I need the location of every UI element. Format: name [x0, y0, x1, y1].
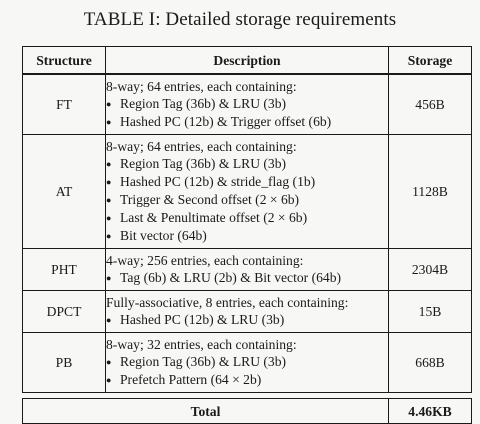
storage-cell: 668B [388, 332, 472, 393]
table-row: PB 8-way; 32 entries, each containing: ● Re… [22, 332, 472, 393]
description-cell: 8-way; 64 entries, each containing: ● Regi… [105, 134, 389, 249]
description-line: ● Trigger & Second offset (2 × 6b) [106, 191, 388, 209]
description-cell: 4-way; 256 entries, each containing: ● Tag… [105, 248, 389, 291]
structure-cell: PB [22, 332, 106, 393]
description-text: Prefetch Pattern (64 × 2b) [120, 372, 262, 387]
description-cell: 8-way; 64 entries, each containing: ● Regi… [105, 73, 389, 135]
description-line: 8-way; 64 entries, each containing: [106, 138, 388, 155]
description-line: ● Hashed PC (12b) & Trigger offset (6b) [106, 113, 388, 131]
bullet-icon: ● [106, 159, 112, 169]
description-cell: Fully-associative, 8 entries, each conta… [105, 290, 389, 333]
bullet-icon: ● [106, 375, 112, 385]
bullet-icon: ● [106, 195, 112, 205]
table-row: FT 8-way; 64 entries, each containing: ● Re… [22, 73, 472, 135]
description-line: ● Bit vector (64b) [106, 227, 388, 245]
description-text: 4-way; 256 entries, each containing: [106, 253, 304, 268]
structure-cell: AT [22, 134, 106, 249]
description-text: 8-way; 32 entries, each containing: [106, 337, 297, 352]
description-text: Region Tag (36b) & LRU (3b) [120, 96, 287, 111]
bullet-icon: ● [106, 177, 112, 187]
storage-cell: 1128B [388, 134, 472, 249]
bullet-icon: ● [106, 213, 112, 223]
description-line: ● Region Tag (36b) & LRU (3b) [106, 353, 388, 371]
description-text: Hashed PC (12b) & LRU (3b) [120, 312, 285, 327]
description-text: Fully-associative, 8 entries, each conta… [106, 295, 349, 310]
storage-cell: 15B [388, 290, 472, 333]
bullet-icon: ● [106, 231, 112, 241]
description-line: ● Prefetch Pattern (64 × 2b) [106, 371, 388, 389]
total-label: Total [22, 398, 389, 424]
structure-cell: FT [22, 73, 106, 135]
table-caption: TABLE I: Detailed storage requirements [83, 9, 397, 30]
table-header-row: Structure Description Storage [22, 46, 472, 75]
total-row: Total 4.46KB [22, 398, 472, 424]
description-line: ● Last & Penultimate offset (2 × 6b) [106, 209, 388, 227]
storage-cell: 456B [388, 73, 472, 135]
structure-cell: DPCT [22, 290, 106, 333]
description-cell: 8-way; 32 entries, each containing: ● Regi… [105, 332, 389, 393]
storage-table: Structure Description Storage FT 8-way; 6… [22, 46, 472, 424]
description-text: Region Tag (36b) & LRU (3b) [120, 156, 287, 171]
header-description: Description [105, 46, 389, 75]
total-value: 4.46KB [388, 398, 472, 424]
description-line: 8-way; 32 entries, each containing: [106, 336, 388, 353]
table-row: PHT 4-way; 256 entries, each containing: ●… [22, 248, 472, 291]
storage-cell: 2304B [388, 248, 472, 291]
bullet-icon: ● [106, 99, 112, 109]
description-text: Trigger & Second offset (2 × 6b) [120, 192, 300, 207]
description-line: ● Hashed PC (12b) & stride_flag (1b) [106, 173, 388, 191]
description-line: ● Region Tag (36b) & LRU (3b) [106, 155, 388, 173]
description-text: 8-way; 64 entries, each containing: [106, 139, 297, 154]
description-text: Last & Penultimate offset (2 × 6b) [120, 210, 308, 225]
header-structure: Structure [22, 46, 106, 75]
description-line: ● Tag (6b) & LRU (2b) & Bit vector (64b) [106, 269, 388, 287]
table-row: AT 8-way; 64 entries, each containing: ● Re… [22, 134, 472, 249]
bullet-icon: ● [106, 357, 112, 367]
description-line: ● Hashed PC (12b) & LRU (3b) [106, 311, 388, 329]
table-row: DPCT Fully-associative, 8 entries, each c… [22, 290, 472, 333]
description-line: 8-way; 64 entries, each containing: [106, 78, 388, 95]
description-text: 8-way; 64 entries, each containing: [106, 79, 297, 94]
description-text: Hashed PC (12b) & stride_flag (1b) [120, 174, 316, 189]
structure-cell: PHT [22, 248, 106, 291]
description-text: Tag (6b) & LRU (2b) & Bit vector (64b) [120, 270, 342, 285]
description-text: Hashed PC (12b) & Trigger offset (6b) [120, 114, 332, 129]
bullet-icon: ● [106, 273, 112, 283]
header-storage: Storage [388, 46, 472, 75]
table-body: FT 8-way; 64 entries, each containing: ● Re… [22, 73, 472, 424]
description-line: 4-way; 256 entries, each containing: [106, 252, 388, 269]
description-line: Fully-associative, 8 entries, each conta… [106, 294, 388, 311]
description-text: Region Tag (36b) & LRU (3b) [120, 354, 287, 369]
description-line: ● Region Tag (36b) & LRU (3b) [106, 95, 388, 113]
bullet-icon: ● [106, 117, 112, 127]
description-text: Bit vector (64b) [120, 228, 207, 243]
bullet-icon: ● [106, 315, 112, 325]
